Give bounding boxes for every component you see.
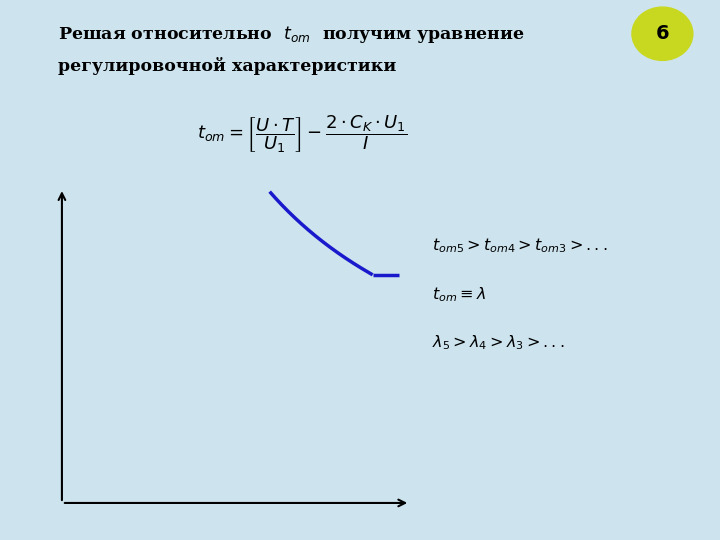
Text: 6: 6 (656, 24, 669, 43)
Text: регулировочной характеристики: регулировочной характеристики (58, 57, 396, 75)
Text: $\lambda_5 > \lambda_4 > \lambda_3 > ...$: $\lambda_5 > \lambda_4 > \lambda_3 > ...… (432, 334, 564, 352)
Text: $t_{om} \equiv \lambda$: $t_{om} \equiv \lambda$ (432, 285, 486, 303)
Text: $t_{om} =\left[\dfrac{U \cdot T}{U_1}\right] - \dfrac{2 \cdot C_K \cdot U_1}{I}$: $t_{om} =\left[\dfrac{U \cdot T}{U_1}\ri… (197, 113, 408, 155)
Circle shape (632, 7, 693, 60)
Text: $t_{om5} > t_{om4} > t_{om3} > ...$: $t_{om5} > t_{om4} > t_{om3} > ...$ (432, 237, 608, 255)
Text: Решая относительно  $t_{om}$  получим уравнение: Решая относительно $t_{om}$ получим урав… (58, 24, 524, 45)
